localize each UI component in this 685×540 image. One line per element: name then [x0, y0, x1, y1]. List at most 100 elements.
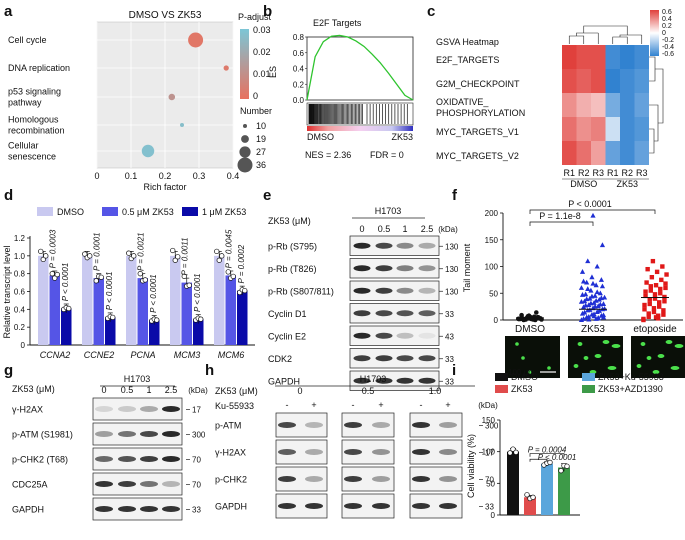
blot-band [353, 265, 371, 272]
heatmap-cell [562, 45, 577, 69]
y-tick-label: 0.2 [293, 80, 305, 89]
lane-label: 0 [101, 385, 106, 395]
size-legend-dot [239, 146, 251, 158]
category-label: MCM3 [174, 350, 201, 360]
es-plot-frame [306, 36, 414, 101]
blot-band [140, 456, 158, 462]
blot-kda-marker: 70 [485, 476, 494, 485]
replicate-dot [507, 450, 513, 456]
comet-nucleus [607, 366, 617, 370]
panel-b-gsea-plot: E2F Targets 0.8 0.6 0.4 0.2 0.0 ES DMSO ZK53 NES … [268, 18, 414, 160]
size-legend-dot [243, 124, 247, 128]
dose-label: 1.0 [429, 386, 442, 396]
blot-box [92, 472, 183, 496]
blot-band [95, 456, 113, 462]
blot-band [344, 449, 362, 455]
panel-label-a: a [4, 3, 13, 20]
comet-nucleus [602, 340, 610, 344]
blot-row-label: p-CHK2 [215, 475, 247, 485]
blot-row-label: GAPDH [215, 502, 247, 512]
blot-row-label: γ-H2AX [12, 405, 43, 415]
replicate-dot [230, 273, 236, 279]
blot-band [396, 355, 414, 362]
data-point [657, 300, 662, 305]
colorbar [240, 29, 249, 99]
data-point [643, 293, 648, 299]
replicate-dot [558, 468, 564, 474]
blot-box [349, 258, 440, 279]
replicate-dot [52, 275, 58, 281]
data-point [601, 294, 608, 300]
blot-band [353, 355, 371, 362]
category-label: senescence [8, 152, 56, 162]
blot-band [375, 265, 393, 272]
column-dendrogram [568, 25, 643, 44]
legend-swatch [582, 373, 595, 381]
bar [214, 255, 225, 345]
heatmap-cell [605, 93, 620, 117]
comet-nucleus [611, 344, 621, 348]
blot-box [92, 422, 183, 446]
blot-box [92, 397, 183, 421]
y-tick-label: 200 [485, 209, 499, 218]
blot-band [439, 422, 457, 428]
bar [541, 463, 553, 515]
heatmap-scale-tick: 0.6 [662, 9, 672, 16]
y-tick-label: 100 [482, 448, 496, 457]
heatmap-title: GSVA Heatmap [436, 37, 499, 47]
heatmap-row-label: MYC_TARGETS_V1 [436, 127, 519, 137]
blot-band [439, 449, 457, 455]
blot-kda-marker: 33 [445, 377, 454, 386]
rank-gradient [307, 126, 413, 131]
blot-box [349, 370, 440, 391]
replicate-dot [513, 449, 519, 455]
dot-point [223, 65, 229, 71]
replicate-dot [198, 316, 204, 322]
blot-band [95, 431, 113, 437]
data-point [593, 297, 599, 303]
dot-point [168, 93, 176, 101]
panel-d-transcript-barchart: DMSO 0.5 μM ZK53 1 μM ZK53 0 0.2 0.4 0.6 0.8 1.0… [2, 207, 255, 360]
y-tick-label: 150 [485, 236, 499, 245]
data-point [597, 301, 603, 307]
lane-label: 2.5 [421, 224, 434, 234]
comparison-p-value: P = 0.0004 [528, 445, 567, 454]
x-tick-label: 0.4 [227, 171, 240, 181]
data-point [661, 308, 666, 313]
blot-row-label: p-Rb (S795) [268, 241, 317, 251]
legend-label: 1 μM ZK53 [202, 207, 246, 217]
data-point [654, 269, 660, 275]
replicate-dot [38, 248, 44, 255]
blot-band [396, 287, 414, 294]
p-value-label: P = 0.0011 [181, 237, 190, 275]
p-value-label: P = 0.0002 [237, 244, 246, 283]
lane-label: 0.5 [378, 224, 391, 234]
data-point [534, 310, 539, 315]
inhibitor-sign: + [378, 400, 383, 410]
blot-cell-line: H1703 [375, 206, 402, 216]
lane-label: 0 [359, 224, 364, 234]
blot-kda-marker: 33 [445, 310, 454, 319]
blot-band [353, 332, 371, 339]
blot-band [372, 422, 390, 428]
replicate-dot [137, 271, 143, 277]
blot-band [162, 456, 180, 462]
data-point [596, 308, 602, 313]
blot-band [95, 406, 113, 412]
bar [558, 467, 570, 515]
category-label: DNA replication [8, 63, 70, 73]
blot-band [418, 377, 436, 384]
replicate-dot [186, 282, 192, 288]
bar [137, 278, 148, 345]
heatmap-cell [591, 93, 606, 117]
bar [61, 308, 72, 345]
kda-header: (kDa) [478, 401, 498, 410]
legend-swatch [102, 207, 118, 216]
lane-label: 1 [146, 385, 151, 395]
blot-band [375, 242, 393, 249]
heatmap-cell [620, 45, 635, 69]
data-point [578, 285, 585, 290]
heatmap-cell [591, 45, 606, 69]
p-value-label: P = 0.0045 [225, 229, 234, 268]
lane-label: 0.5 [121, 385, 134, 395]
